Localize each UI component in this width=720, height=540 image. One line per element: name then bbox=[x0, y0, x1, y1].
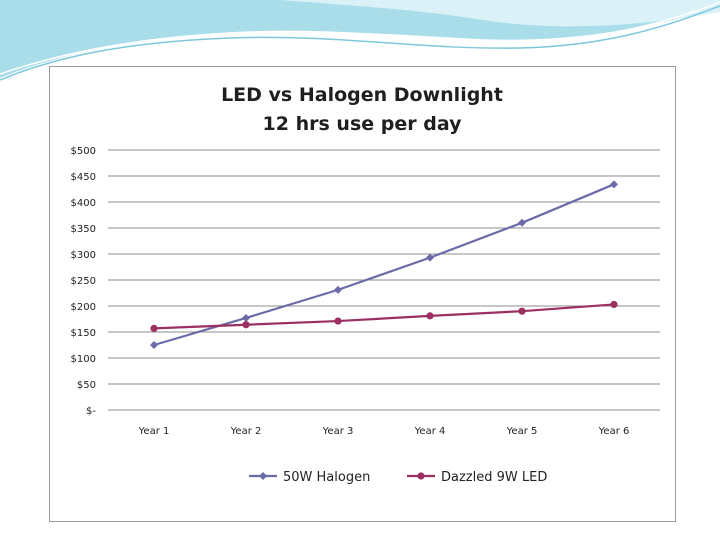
x-tick-label-2: Year 2 bbox=[230, 426, 262, 437]
legend-label-1: 50W Halogen bbox=[283, 470, 370, 485]
legend-label-2: Dazzled 9W LED bbox=[441, 470, 547, 485]
y-tick-label-200: $200 bbox=[71, 302, 96, 313]
legend-item-2: Dazzled 9W LED bbox=[407, 470, 547, 485]
series-1-point-4 bbox=[426, 253, 434, 262]
x-tick-label-6: Year 6 bbox=[598, 426, 630, 437]
legend-marker-1 bbox=[259, 472, 267, 480]
y-tick-label-400: $400 bbox=[71, 198, 96, 209]
y-tick-label-50: $50 bbox=[77, 380, 96, 391]
series-1 bbox=[150, 180, 618, 349]
series-1-point-6 bbox=[610, 180, 618, 189]
chart-frame bbox=[49, 66, 676, 522]
series-line-2 bbox=[153, 303, 615, 330]
chart-title-line-2: 12 hrs use per day bbox=[263, 113, 463, 135]
series-1-point-3 bbox=[334, 285, 342, 294]
y-tick-label-150: $150 bbox=[71, 328, 96, 339]
y-tick-label-0: $- bbox=[86, 406, 96, 417]
series-2-point-5 bbox=[518, 307, 526, 315]
series-2-point-6 bbox=[610, 300, 618, 309]
series-2-point-2 bbox=[242, 321, 250, 329]
header-wave-line-1 bbox=[0, 5, 720, 81]
series-lines bbox=[150, 180, 618, 349]
legend-marker-2 bbox=[417, 472, 425, 480]
x-tick-label-1: Year 1 bbox=[138, 426, 170, 437]
gridlines bbox=[108, 149, 660, 411]
y-tick-label-300: $300 bbox=[71, 250, 96, 261]
series-1-point-5 bbox=[518, 218, 526, 227]
y-tick-label-250: $250 bbox=[71, 276, 96, 287]
series-2-point-4 bbox=[426, 312, 434, 320]
legend-item-1: 50W Halogen bbox=[249, 470, 370, 485]
chart-title-line-1: LED vs Halogen Downlight bbox=[221, 84, 503, 106]
y-axis-tick-labels: $- $50 $100 $150 $200 $250 $300 $350 $400 $450 $50… bbox=[71, 146, 97, 417]
x-tick-label-5: Year 5 bbox=[506, 426, 538, 437]
x-tick-label-4: Year 4 bbox=[414, 426, 446, 437]
series-line-1 bbox=[153, 183, 615, 347]
series-1-point-2 bbox=[242, 313, 250, 322]
series-2-point-1 bbox=[150, 324, 158, 332]
x-tick-label-3: Year 3 bbox=[322, 426, 354, 437]
y-tick-label-500: $500 bbox=[71, 146, 96, 157]
header-wave-light bbox=[280, 0, 720, 27]
legend: 50W Halogen Dazzled 9W LED bbox=[249, 470, 547, 485]
series-1-point-1 bbox=[150, 341, 158, 349]
y-tick-label-350: $350 bbox=[71, 224, 96, 235]
header-wave-line-2 bbox=[0, 1, 720, 75]
y-tick-label-100: $100 bbox=[71, 354, 96, 365]
x-axis-tick-labels: Year 1 Year 2 Year 3 Year 4 Year 5 Year 6 bbox=[138, 426, 630, 437]
y-tick-label-450: $450 bbox=[71, 172, 96, 183]
series-2 bbox=[150, 300, 618, 332]
series-2-point-3 bbox=[334, 317, 342, 325]
